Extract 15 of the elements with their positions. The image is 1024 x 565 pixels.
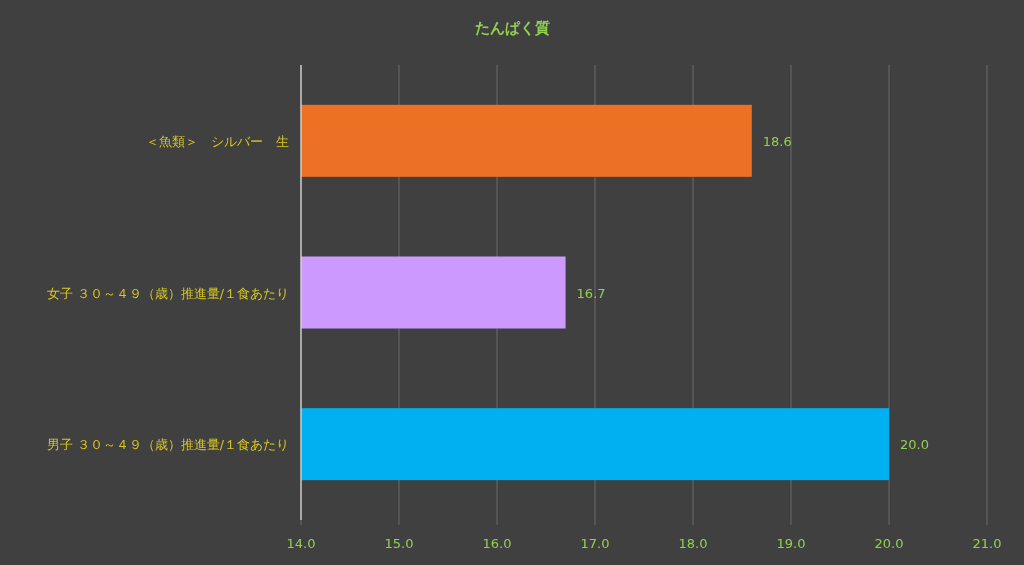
y-tick-label: 男子 ３０～４９（歳）推進量/１食あたり (46, 437, 289, 453)
x-tick-label: 21.0 (972, 536, 1002, 551)
data-label: 18.6 (762, 133, 792, 149)
y-tick-label: 女子 ３０～４９（歳）推進量/１食あたり (46, 285, 289, 301)
x-tick-label: 20.0 (874, 536, 904, 551)
x-tick-label: 14.0 (286, 536, 316, 551)
x-tick-label: 16.0 (482, 536, 512, 551)
x-tick-label: 19.0 (776, 536, 806, 551)
data-label: 16.7 (576, 285, 606, 301)
y-tick-label: ＜魚類＞ シルバー 生 (146, 133, 289, 149)
data-label: 20.0 (900, 437, 929, 453)
x-tick-label: 17.0 (580, 536, 610, 551)
chart-title: たんぱく質 (474, 19, 550, 37)
x-tick-label: 15.0 (384, 536, 414, 551)
x-tick-label: 18.0 (678, 536, 708, 551)
